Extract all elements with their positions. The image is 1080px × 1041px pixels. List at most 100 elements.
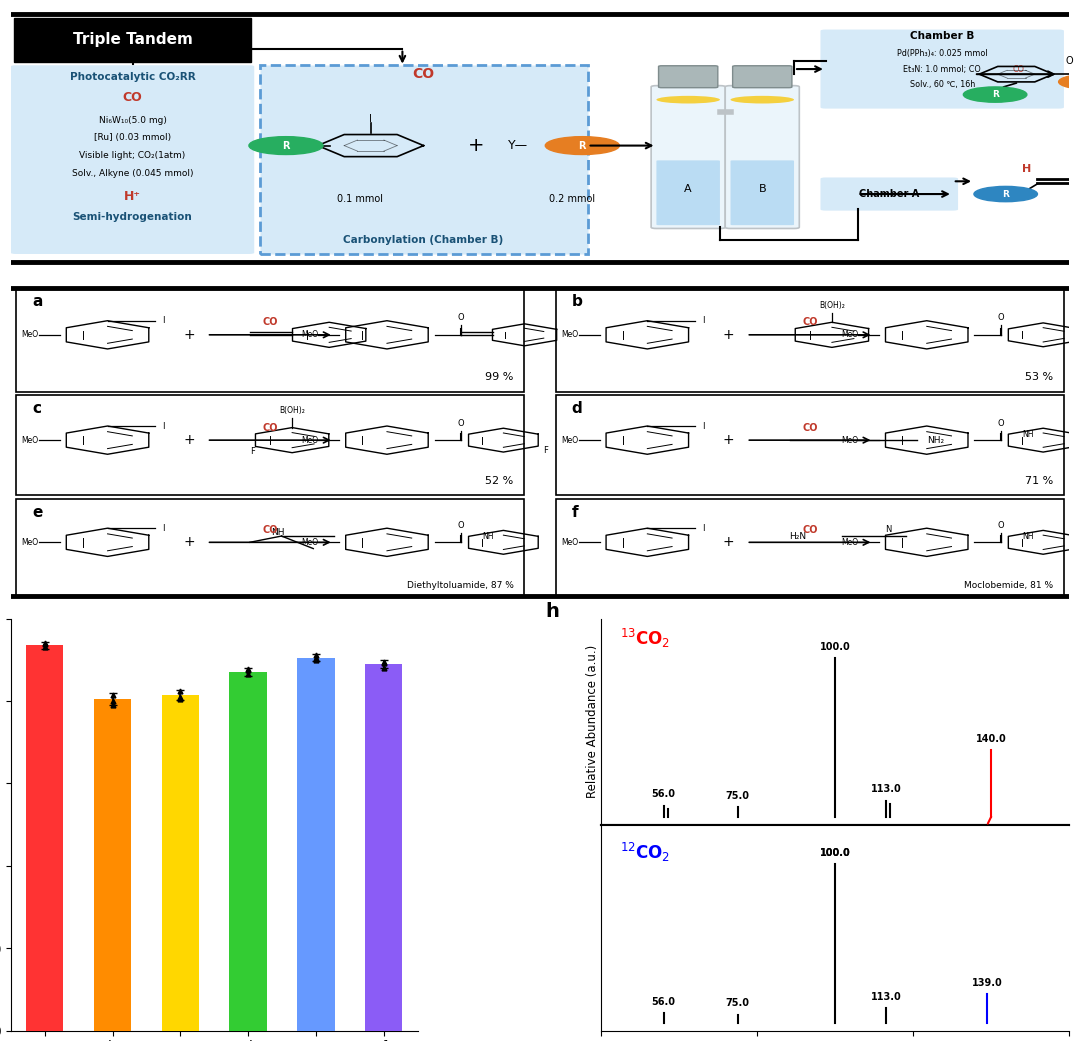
FancyBboxPatch shape: [732, 66, 792, 87]
Text: CO: CO: [262, 423, 278, 433]
FancyBboxPatch shape: [821, 177, 958, 210]
Text: R: R: [282, 141, 289, 151]
Text: B(OH)₂: B(OH)₂: [280, 406, 305, 415]
Text: 100.0: 100.0: [820, 847, 851, 858]
Text: R: R: [579, 141, 586, 151]
Circle shape: [974, 186, 1038, 202]
Text: NH₂: NH₂: [927, 435, 944, 445]
FancyBboxPatch shape: [259, 66, 588, 254]
Text: 139.0: 139.0: [972, 977, 1002, 988]
Bar: [365, 664, 403, 1031]
Text: 99 %: 99 %: [485, 373, 514, 382]
Text: 56.0: 56.0: [651, 997, 676, 1007]
Text: 0.1 mmol: 0.1 mmol: [337, 194, 383, 204]
Text: F: F: [249, 448, 255, 456]
Text: CO: CO: [802, 423, 818, 433]
Text: 100.0: 100.0: [820, 847, 851, 858]
Text: MeO: MeO: [841, 330, 858, 339]
Text: Triple Tandem: Triple Tandem: [72, 32, 192, 47]
FancyBboxPatch shape: [651, 85, 726, 228]
Text: $^{12}$CO$_2$: $^{12}$CO$_2$: [620, 841, 671, 864]
Text: 53 %: 53 %: [1025, 373, 1053, 382]
Text: e: e: [32, 505, 42, 519]
Text: 75.0: 75.0: [726, 998, 750, 1009]
FancyBboxPatch shape: [726, 85, 799, 228]
Bar: [16, 395, 524, 496]
Text: Diethyltoluamide, 87 %: Diethyltoluamide, 87 %: [407, 581, 514, 589]
Text: CO: CO: [1012, 65, 1025, 74]
Text: 113.0: 113.0: [870, 785, 902, 794]
Text: NH: NH: [1022, 430, 1034, 439]
Text: f: f: [571, 505, 579, 519]
Bar: [297, 658, 335, 1031]
Text: Carbonylation (Chamber B): Carbonylation (Chamber B): [343, 235, 503, 245]
Text: CO: CO: [413, 68, 434, 81]
Text: +: +: [183, 535, 194, 550]
Text: +: +: [183, 433, 194, 448]
Text: Photocatalytic CO₂RR: Photocatalytic CO₂RR: [69, 72, 195, 82]
Text: I: I: [702, 524, 705, 533]
Text: O: O: [1065, 56, 1074, 66]
Circle shape: [963, 87, 1027, 102]
Text: I: I: [163, 316, 165, 325]
Text: +: +: [723, 433, 734, 448]
Circle shape: [545, 136, 620, 154]
Text: CO: CO: [262, 525, 278, 535]
Text: MeO: MeO: [562, 435, 579, 445]
Text: A: A: [685, 184, 692, 194]
Bar: [16, 499, 524, 595]
Text: H⁺: H⁺: [124, 191, 141, 203]
Text: MeO: MeO: [22, 330, 39, 339]
Text: Solv., 60 ℃, 16h: Solv., 60 ℃, 16h: [909, 80, 975, 88]
Text: Et₃N: 1.0 mmol; CO: Et₃N: 1.0 mmol; CO: [903, 65, 981, 74]
Text: MeO: MeO: [301, 435, 319, 445]
Bar: [229, 672, 267, 1031]
Text: Y—: Y—: [509, 139, 528, 152]
Text: N: N: [885, 526, 891, 534]
Text: MeO: MeO: [22, 435, 39, 445]
Text: R: R: [991, 91, 999, 99]
Text: CO: CO: [802, 525, 818, 535]
Text: I: I: [163, 422, 165, 431]
Text: h: h: [545, 602, 559, 621]
Text: I: I: [369, 113, 373, 124]
Text: MeO: MeO: [562, 330, 579, 339]
Text: I: I: [702, 422, 705, 431]
Text: O: O: [998, 313, 1004, 323]
Text: 75.0: 75.0: [726, 791, 750, 801]
Text: a: a: [32, 295, 42, 309]
Text: I: I: [163, 524, 165, 533]
Text: Ni₆W₁₀(5.0 mg): Ni₆W₁₀(5.0 mg): [98, 116, 166, 125]
FancyBboxPatch shape: [657, 160, 720, 225]
Text: +: +: [723, 328, 734, 341]
Text: Solv., Alkyne (0.045 mmol): Solv., Alkyne (0.045 mmol): [71, 169, 193, 178]
Ellipse shape: [730, 96, 794, 103]
Text: +: +: [723, 535, 734, 550]
Text: Chamber B: Chamber B: [910, 31, 974, 41]
Text: Chamber A: Chamber A: [860, 189, 919, 199]
Text: b: b: [571, 295, 582, 309]
Text: O: O: [458, 313, 464, 323]
Text: MeO: MeO: [841, 435, 858, 445]
Text: MeO: MeO: [841, 538, 858, 547]
Bar: [26, 645, 64, 1031]
Text: +: +: [183, 328, 194, 341]
FancyBboxPatch shape: [730, 160, 794, 225]
Text: +: +: [469, 136, 485, 155]
Text: H₂N: H₂N: [789, 532, 807, 540]
Text: Pd(PPh₃)₄: 0.025 mmol: Pd(PPh₃)₄: 0.025 mmol: [896, 49, 987, 58]
Circle shape: [1058, 74, 1080, 90]
Text: MeO: MeO: [301, 330, 319, 339]
FancyBboxPatch shape: [821, 29, 1064, 108]
Text: 113.0: 113.0: [870, 992, 902, 1002]
Text: H: H: [1023, 163, 1031, 174]
Text: F: F: [543, 446, 549, 455]
Text: CO: CO: [262, 318, 278, 327]
Text: NH: NH: [271, 529, 284, 537]
Circle shape: [249, 136, 323, 154]
Text: 0.2 mmol: 0.2 mmol: [549, 194, 595, 204]
Bar: [556, 288, 1064, 391]
Text: R: R: [1002, 189, 1009, 199]
Text: c: c: [32, 401, 41, 416]
Text: CO: CO: [123, 91, 143, 104]
